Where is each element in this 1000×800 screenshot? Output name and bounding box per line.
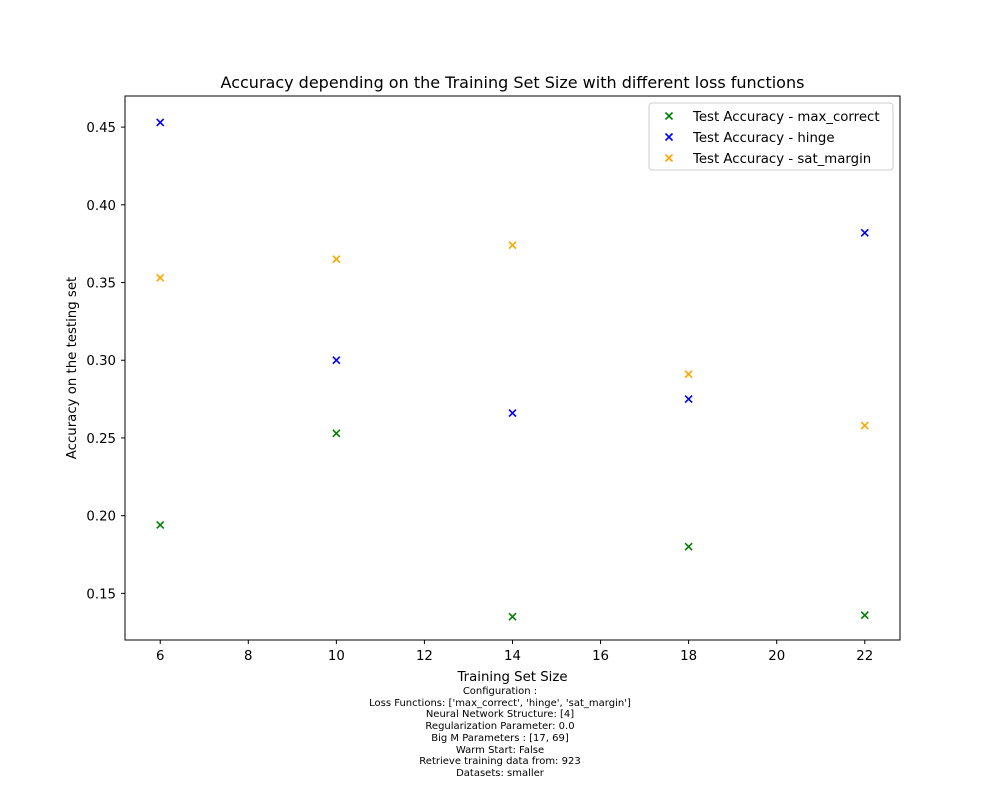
caption-line: Warm Start: False [455, 744, 545, 756]
marker-stroke [332, 255, 341, 264]
data-point [860, 611, 869, 620]
y-tick-label: 0.45 [86, 121, 116, 136]
data-point [684, 370, 693, 379]
marker-stroke [664, 132, 674, 142]
data-point [332, 429, 341, 438]
data-point [860, 421, 869, 430]
legend-label: Test Accuracy - max_correct [692, 110, 880, 125]
marker-stroke [332, 429, 341, 438]
plot-area [124, 95, 901, 641]
data-point [156, 273, 165, 282]
data-point [508, 612, 517, 621]
marker-stroke [156, 118, 165, 127]
x-tick-label: 10 [328, 649, 345, 664]
marker-stroke [860, 421, 869, 430]
marker-stroke [860, 611, 869, 620]
caption-line: Retrieve training data from: 923 [419, 756, 581, 768]
marker-stroke [860, 228, 869, 237]
data-point [156, 520, 165, 530]
x-tick-label: 18 [680, 649, 697, 664]
data-point [508, 409, 517, 418]
legend-label: Test Accuracy - sat_margin [692, 152, 871, 167]
marker-stroke [508, 409, 517, 418]
caption-line: Configuration : [462, 686, 538, 697]
marker-stroke [684, 370, 693, 379]
marker-stroke [684, 395, 693, 404]
legend-marker [664, 153, 674, 163]
legend-box [648, 102, 894, 171]
caption-line: Regularization Parameter: 0.0 [425, 721, 575, 733]
marker-stroke [508, 612, 517, 621]
marker-stroke [684, 542, 693, 551]
marker-stroke [664, 111, 674, 121]
legend-marker [664, 132, 674, 142]
caption-line: Datasets: smaller [456, 767, 544, 779]
marker-stroke [156, 520, 165, 530]
y-tick-label: 0.20 [86, 510, 116, 525]
x-tick-label: 6 [156, 649, 164, 664]
data-point [860, 228, 869, 237]
y-axis: 0.15 0.20 0.25 0.30 0.35 0.40 0.45 [86, 121, 125, 602]
x-tick-label: 22 [856, 649, 873, 664]
chart-title: Accuracy depending on the Training Set S… [221, 73, 805, 92]
x-axis: 6 8 10 12 14 16 18 20 22 [156, 640, 873, 664]
plot-frame [124, 95, 901, 641]
y-axis-label: Accuracy on the testing set [65, 277, 80, 459]
y-tick-label: 0.30 [86, 354, 116, 369]
x-axis-label: Training Set Size [456, 670, 567, 685]
marker-stroke [664, 153, 674, 163]
y-tick-label: 0.25 [86, 432, 116, 447]
configuration-caption: Configuration : Loss Functions: ['max_co… [0, 686, 1000, 780]
legend: Test Accuracy - max_correct Test Accuracy… [648, 102, 894, 171]
data-point [156, 118, 165, 127]
x-tick-label: 12 [416, 649, 433, 664]
marker-stroke [332, 356, 341, 365]
legend-marker [664, 111, 674, 121]
y-tick-label: 0.15 [86, 587, 116, 602]
x-tick-label: 14 [504, 649, 521, 664]
x-tick-label: 20 [768, 649, 785, 664]
marker-stroke [508, 241, 517, 250]
legend-label: Test Accuracy - hinge [692, 131, 835, 146]
data-point [508, 241, 517, 250]
caption-line: Neural Network Structure: [4] [425, 709, 575, 721]
data-point [684, 542, 693, 551]
marker-stroke [156, 273, 165, 282]
caption-line: Loss Functions: ['max_correct', 'hinge',… [369, 697, 631, 709]
x-tick-label: 8 [244, 649, 252, 664]
caption-line: Big M Parameters : [17, 69] [431, 732, 569, 744]
data-points [156, 118, 869, 621]
data-point [684, 395, 693, 404]
y-tick-label: 0.35 [86, 277, 116, 292]
x-tick-label: 16 [592, 649, 609, 664]
data-point [332, 356, 341, 365]
y-tick-label: 0.40 [86, 199, 116, 214]
data-point [332, 255, 341, 264]
